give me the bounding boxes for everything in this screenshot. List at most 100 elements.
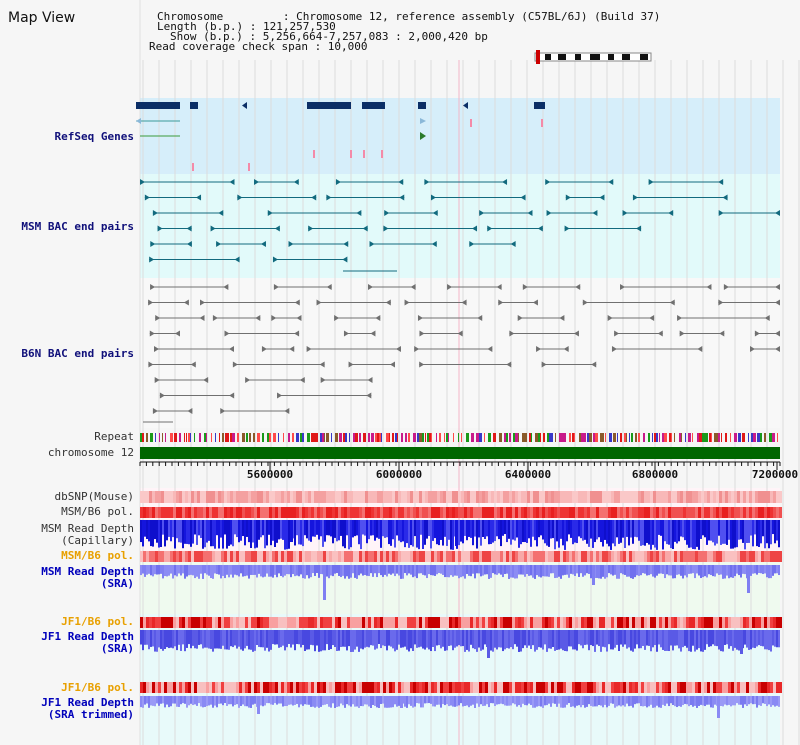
read-depth-bar	[166, 520, 168, 541]
read-depth-bar	[470, 630, 472, 645]
repeat-element	[572, 433, 575, 442]
polymorphism-cell	[269, 491, 272, 503]
polymorphism-cell	[638, 507, 641, 518]
read-depth-bar	[452, 520, 454, 550]
read-depth-bar	[742, 565, 744, 574]
bac-end-arrow	[306, 346, 312, 352]
read-depth-bar	[506, 565, 508, 574]
read-depth-bar	[584, 630, 586, 645]
track-label-jf1-depth-sra[interactable]: JF1 Read Depth	[41, 630, 134, 643]
polymorphism-cell	[653, 617, 656, 628]
track-label-jf1-b6-pol-2[interactable]: JF1/B6 pol.	[61, 681, 134, 694]
track-label-jf1-depth-trimmed[interactable]: JF1 Read Depth	[41, 696, 134, 709]
refseq-marker	[248, 163, 250, 171]
repeat-element	[748, 433, 749, 442]
read-depth-bar	[442, 520, 444, 546]
track-label-msm-b6-pol-1[interactable]: MSM/B6 pol.	[61, 505, 134, 518]
track-label-repeat[interactable]: Repeat	[94, 430, 134, 443]
read-depth-bar	[408, 696, 410, 705]
track-label-msm-bac[interactable]: MSM BAC end pairs	[21, 220, 134, 233]
polymorphism-cell	[194, 682, 197, 693]
read-depth-bar	[700, 630, 702, 652]
polymorphism-cell	[473, 617, 476, 628]
read-depth-bar	[220, 520, 222, 538]
read-depth-bar	[602, 630, 604, 647]
track-label-b6n-bac[interactable]: B6N BAC end pairs	[21, 347, 134, 360]
bac-end-arrow	[546, 210, 552, 216]
polymorphism-cell	[527, 617, 530, 628]
bac-end-arrow	[389, 361, 395, 368]
repeat-element	[222, 433, 224, 442]
read-depth-bar	[686, 696, 688, 705]
polymorphism-cell	[365, 682, 368, 693]
repeat-element	[219, 433, 220, 442]
polymorphism-cell	[212, 551, 215, 562]
polymorphism-cell	[365, 507, 368, 518]
read-depth-bar	[716, 630, 718, 647]
bac-end-arrow	[657, 330, 663, 337]
read-depth-bar	[558, 696, 560, 704]
refseq-gene-arrow	[420, 132, 426, 140]
bac-end-arrow	[187, 408, 193, 414]
polymorphism-cell	[740, 491, 743, 503]
repeat-element	[436, 433, 437, 442]
read-depth-bar	[478, 520, 480, 538]
track-label-jf1-b6-pol-1[interactable]: JF1/B6 pol.	[61, 615, 134, 628]
read-depth-bar	[424, 630, 426, 650]
read-depth-bar	[596, 630, 598, 645]
read-depth-bar	[522, 630, 524, 649]
polymorphism-cell	[731, 491, 734, 503]
polymorphism-cell	[758, 491, 761, 503]
polymorphism-cell	[392, 617, 395, 628]
polymorphism-cell	[350, 551, 353, 562]
polymorphism-cell	[257, 617, 260, 628]
polymorphism-cell	[599, 617, 602, 628]
read-depth-bar	[438, 696, 440, 705]
track-label-chromosome[interactable]: chromosome 12	[47, 446, 134, 459]
polymorphism-cell	[347, 491, 350, 503]
read-depth-bar	[614, 696, 616, 708]
read-depth-bar	[170, 565, 172, 574]
read-depth-bar	[296, 696, 298, 704]
read-depth-bar	[556, 630, 558, 650]
read-depth-bar	[656, 696, 658, 706]
polymorphism-cell	[197, 551, 200, 562]
read-depth-bar	[774, 520, 776, 544]
repeat-element	[753, 433, 756, 442]
bac-end-arrow	[632, 194, 638, 201]
polymorphism-cell	[632, 682, 635, 693]
polymorphism-cell	[152, 617, 155, 628]
polymorphism-cell	[506, 617, 509, 628]
read-depth-bar	[682, 565, 684, 579]
track-label-refseq-genes[interactable]: RefSeq Genes	[54, 130, 134, 143]
track-label-dbsnp[interactable]: dbSNP(Mouse)	[54, 490, 134, 503]
read-depth-bar	[240, 565, 242, 574]
read-depth-bar	[300, 696, 302, 705]
track-label-msm-depth-sra[interactable]: MSM Read Depth	[41, 565, 134, 578]
polymorphism-cell	[611, 507, 614, 518]
polymorphism-cell	[608, 551, 611, 562]
track-label-msm-b6-pol-2[interactable]: MSM/B6 pol.	[61, 549, 134, 562]
read-depth-bar	[514, 520, 516, 541]
track-label-msm-depth-capillary[interactable]: MSM Read Depth	[41, 522, 134, 535]
polymorphism-cell	[332, 491, 335, 503]
read-depth-bar	[390, 520, 392, 546]
repeat-element	[564, 433, 566, 442]
read-depth-bar	[216, 520, 218, 536]
polymorphism-cell	[140, 617, 143, 628]
read-depth-bar	[248, 630, 250, 650]
polymorphism-cell	[617, 682, 620, 693]
repeat-element	[617, 433, 618, 442]
read-depth-bar	[728, 520, 730, 540]
read-depth-bar	[578, 565, 580, 577]
read-depth-bar	[466, 520, 468, 541]
read-depth-bar	[310, 630, 312, 645]
read-depth-bar	[382, 565, 384, 577]
read-depth-bar	[438, 565, 440, 574]
read-depth-bar	[542, 696, 544, 708]
read-depth-bar	[314, 630, 316, 652]
read-depth-bar	[458, 630, 460, 646]
polymorphism-cell	[242, 617, 245, 628]
polymorphism-cell	[380, 617, 383, 628]
